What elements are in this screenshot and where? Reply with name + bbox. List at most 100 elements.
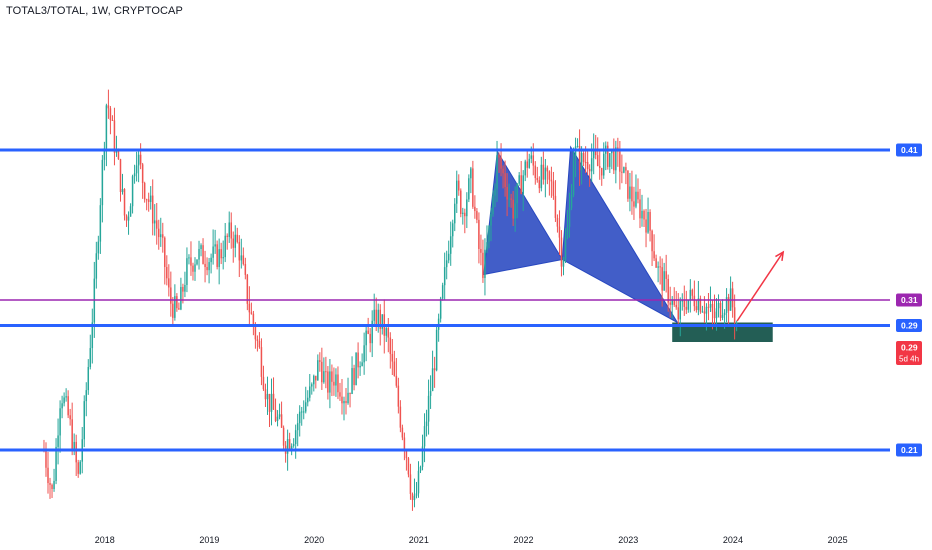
candle-body: [196, 259, 198, 265]
price-badge-label: 0.31: [901, 295, 918, 305]
candle-body: [439, 298, 442, 319]
candle-body: [611, 150, 613, 154]
candle-body: [677, 307, 680, 320]
candle-body: [47, 467, 49, 484]
candle-body: [373, 309, 375, 321]
candle-body: [113, 120, 116, 153]
candle-body: [558, 226, 561, 238]
candle-body: [512, 199, 514, 219]
candle-body: [623, 167, 625, 173]
candle-body: [725, 297, 728, 313]
candle-body: [635, 191, 637, 207]
candle-body: [276, 416, 279, 421]
candle-body: [377, 309, 379, 326]
candle-body: [323, 371, 325, 383]
candle-body: [353, 368, 355, 386]
candle-body: [190, 257, 192, 266]
candle-body: [578, 145, 581, 171]
candle-body: [262, 376, 265, 390]
candle-body: [256, 339, 259, 341]
candle-body: [363, 345, 365, 363]
candle-body: [274, 409, 277, 421]
candle-body: [99, 205, 102, 242]
candle-body: [661, 267, 663, 291]
candle-body: [564, 237, 567, 260]
pattern-triangle-bcd: [561, 145, 679, 324]
candle-body: [111, 119, 114, 121]
candle-body: [456, 180, 458, 204]
harmonic-pattern-layer: [483, 145, 679, 324]
candle-body: [713, 311, 716, 319]
candle-body: [453, 203, 456, 224]
candle-body: [147, 199, 150, 202]
candle-body: [723, 312, 726, 316]
candle-body: [359, 365, 361, 368]
price-scale: 0.41 0.31 0.29 0.29 5d 4h 0.21: [896, 143, 922, 457]
candle-body: [192, 265, 194, 272]
candle-body: [313, 375, 315, 385]
candle-body: [202, 245, 204, 264]
candle-body: [51, 484, 53, 490]
candle-body: [166, 266, 168, 279]
candle-body: [375, 309, 377, 326]
candle-body: [186, 258, 188, 286]
candle-body: [115, 151, 118, 153]
candle-body: [91, 322, 94, 349]
candle-body: [182, 287, 184, 292]
candle-body: [631, 186, 633, 202]
candle-body: [97, 241, 100, 254]
candle-body: [389, 337, 392, 355]
candle-body: [266, 393, 269, 400]
symbol-title: TOTAL3/TOTAL, 1W, CRYPTOCAP: [6, 5, 183, 17]
candle-body: [89, 348, 92, 368]
candle-body: [129, 206, 132, 217]
candle-body: [590, 158, 593, 172]
candle-body: [234, 234, 237, 248]
candle-body: [296, 423, 299, 431]
candle-body: [260, 347, 263, 377]
candle-body: [735, 322, 738, 324]
candle-body: [270, 393, 273, 412]
candle-body: [399, 406, 402, 428]
candle-body: [421, 446, 424, 467]
candle-body: [252, 313, 255, 327]
candle-body: [522, 175, 524, 194]
candle-body: [538, 180, 541, 189]
candle-body: [542, 164, 545, 180]
candle-body: [409, 474, 412, 494]
candle-body: [560, 237, 563, 267]
candle-body: [468, 178, 470, 200]
candle-body: [55, 446, 57, 481]
candle-body: [158, 228, 160, 238]
candle-body: [73, 441, 75, 451]
candle-body: [145, 199, 148, 201]
candle-body: [77, 462, 79, 474]
candle-body: [63, 397, 65, 404]
candle-body: [572, 159, 575, 196]
candle-body: [87, 367, 90, 391]
candle-body: [403, 437, 406, 452]
candle-body: [321, 361, 323, 383]
candle-body: [351, 368, 353, 394]
candle-body: [123, 189, 126, 216]
candle-body: [663, 271, 665, 291]
candle-body: [629, 186, 631, 199]
x-tick-label: 2019: [199, 535, 219, 545]
target-zone-layer: [672, 322, 773, 342]
candle-body: [248, 303, 251, 313]
x-tick-label: 2018: [95, 535, 115, 545]
x-tick-label: 2020: [304, 535, 324, 545]
candle-body: [552, 181, 555, 196]
candle-body: [230, 222, 232, 239]
candle-body: [309, 386, 311, 398]
candle-body: [341, 396, 343, 404]
candle-body: [85, 390, 88, 402]
candle-body: [494, 188, 496, 196]
candle-body: [570, 195, 573, 208]
price-badge-label: 0.29: [901, 343, 918, 353]
candle-body: [466, 199, 468, 217]
candle-body: [105, 105, 108, 149]
candle-body: [490, 213, 492, 226]
candle-body: [170, 287, 172, 304]
